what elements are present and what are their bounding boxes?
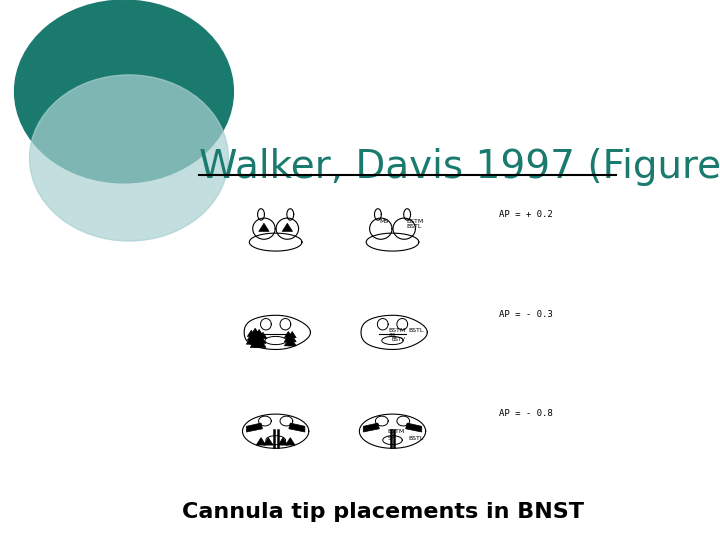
Text: AP = + 0.2: AP = + 0.2 [500,210,553,219]
Polygon shape [284,340,292,346]
Polygon shape [259,332,267,339]
Polygon shape [256,437,266,445]
Polygon shape [251,341,258,347]
Polygon shape [405,423,422,432]
Text: ac: ac [389,333,396,338]
Text: BSTL: BSTL [408,436,423,441]
Text: BSTM: BSTM [406,219,423,225]
Polygon shape [255,334,263,340]
Polygon shape [264,437,273,445]
Polygon shape [282,223,292,231]
Polygon shape [251,337,258,343]
Polygon shape [255,329,263,336]
Text: Cannula tip placements in BNST: Cannula tip placements in BNST [181,502,584,522]
Polygon shape [247,330,256,336]
Text: BSTL: BSTL [408,328,423,333]
Polygon shape [246,423,263,432]
Polygon shape [286,437,295,445]
Polygon shape [278,437,288,445]
Polygon shape [288,332,296,338]
Polygon shape [364,423,379,432]
Polygon shape [284,335,292,342]
Polygon shape [284,332,292,338]
Polygon shape [288,340,296,346]
Polygon shape [251,328,259,334]
Text: BSTM: BSTM [389,328,406,333]
Polygon shape [258,341,266,347]
Text: AP = - 0.8: AP = - 0.8 [500,409,553,418]
Polygon shape [246,338,254,344]
Polygon shape [258,223,269,231]
Text: AP = - 0.3: AP = - 0.3 [500,309,553,319]
Text: BSTM: BSTM [387,429,405,434]
Text: Walker, Davis 1997 (Figure 5): Walker, Davis 1997 (Figure 5) [199,147,720,186]
Polygon shape [254,337,262,343]
Polygon shape [288,335,296,342]
Polygon shape [251,333,259,339]
Text: MS: MS [379,219,388,224]
Polygon shape [258,337,266,343]
Text: BSTL: BSTL [406,224,421,230]
Circle shape [30,75,228,241]
Polygon shape [254,341,262,347]
Circle shape [14,0,233,183]
Text: SH: SH [387,436,396,441]
Text: BSTV: BSTV [392,338,405,342]
Polygon shape [289,423,305,432]
Polygon shape [247,334,256,340]
